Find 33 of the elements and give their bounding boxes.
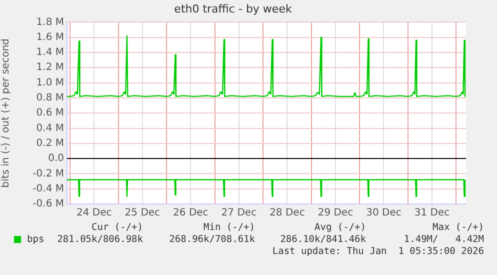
- y-tick-label: 1.2 M: [36, 62, 64, 74]
- y-axis-title: bits in (-) / out (+) per second: [0, 38, 12, 188]
- y-tick-label: 0.2 M: [36, 138, 64, 149]
- y-tick-label: 0.0: [48, 153, 64, 164]
- x-tick-label: 24 Dec: [76, 208, 112, 219]
- text: 1.49M/ 4.42M: [404, 234, 484, 245]
- y-tick-label: -0.6 M: [32, 198, 64, 210]
- x-tick-label: 30 Dec: [366, 208, 402, 219]
- y-tick-label: 1.4 M: [36, 47, 64, 58]
- x-tick-label: 29 Dec: [318, 208, 354, 219]
- y-tick-label: 1.0 M: [36, 77, 64, 88]
- y-tick-label: 0.4 M: [36, 122, 64, 134]
- text: 268.96k/708.61k: [169, 234, 255, 245]
- x-tick-label: 26 Dec: [173, 208, 208, 219]
- text: Avg (-/+): [314, 222, 366, 233]
- legend-label: bps: [27, 234, 44, 245]
- x-tick-label: 25 Dec: [124, 208, 160, 219]
- y-tick-label: 1.6 M: [36, 32, 64, 43]
- y-tick-label: 0.6 M: [36, 108, 64, 119]
- x-tick-label: 31 Dec: [414, 208, 450, 219]
- text: Cur (-/+): [92, 222, 143, 233]
- text: 286.10k/841.46k: [280, 234, 366, 245]
- text: Max (-/+): [432, 222, 484, 233]
- x-tick-label: 27 Dec: [221, 208, 257, 219]
- y-tick-label: -0.2 M: [32, 168, 64, 180]
- chart-title: eth0 traffic - by week: [174, 2, 292, 16]
- y-tick-label: 0.8 M: [36, 92, 64, 104]
- text: 281.05k/806.98k: [57, 234, 143, 245]
- x-tick-label: 28 Dec: [270, 208, 305, 219]
- y-tick-label: -0.4 M: [32, 183, 64, 194]
- text: Last update: Thu Jan 1 05:35:00 2026: [272, 246, 484, 257]
- text: Min (-/+): [204, 222, 255, 233]
- y-tick-label: 1.8 M: [36, 16, 64, 28]
